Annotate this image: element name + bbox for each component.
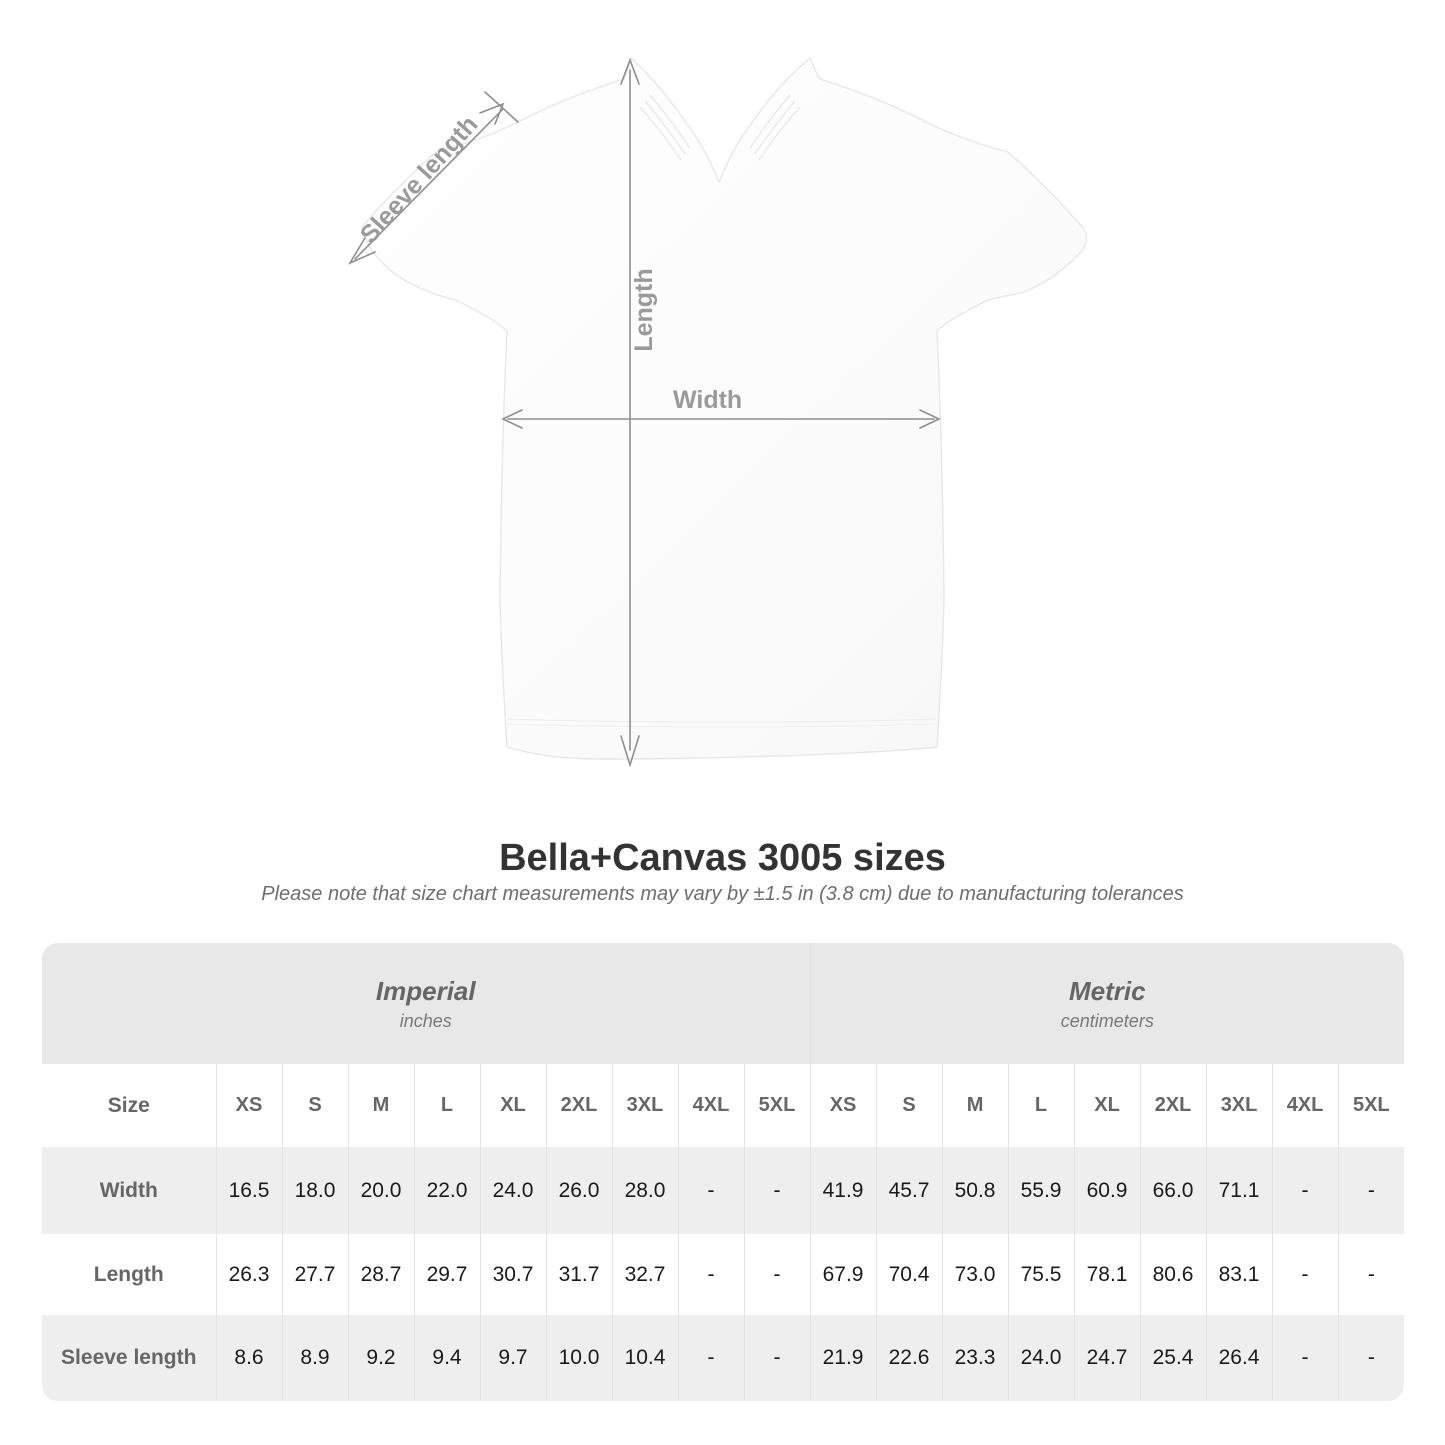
svg-text:Length: Length — [630, 268, 658, 351]
svg-text:Width: Width — [673, 386, 742, 414]
